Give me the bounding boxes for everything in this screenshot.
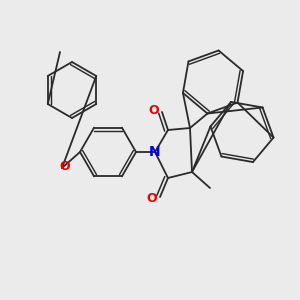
Text: O: O xyxy=(149,103,159,116)
Text: N: N xyxy=(149,145,161,159)
Text: O: O xyxy=(60,160,70,172)
Text: O: O xyxy=(147,193,157,206)
